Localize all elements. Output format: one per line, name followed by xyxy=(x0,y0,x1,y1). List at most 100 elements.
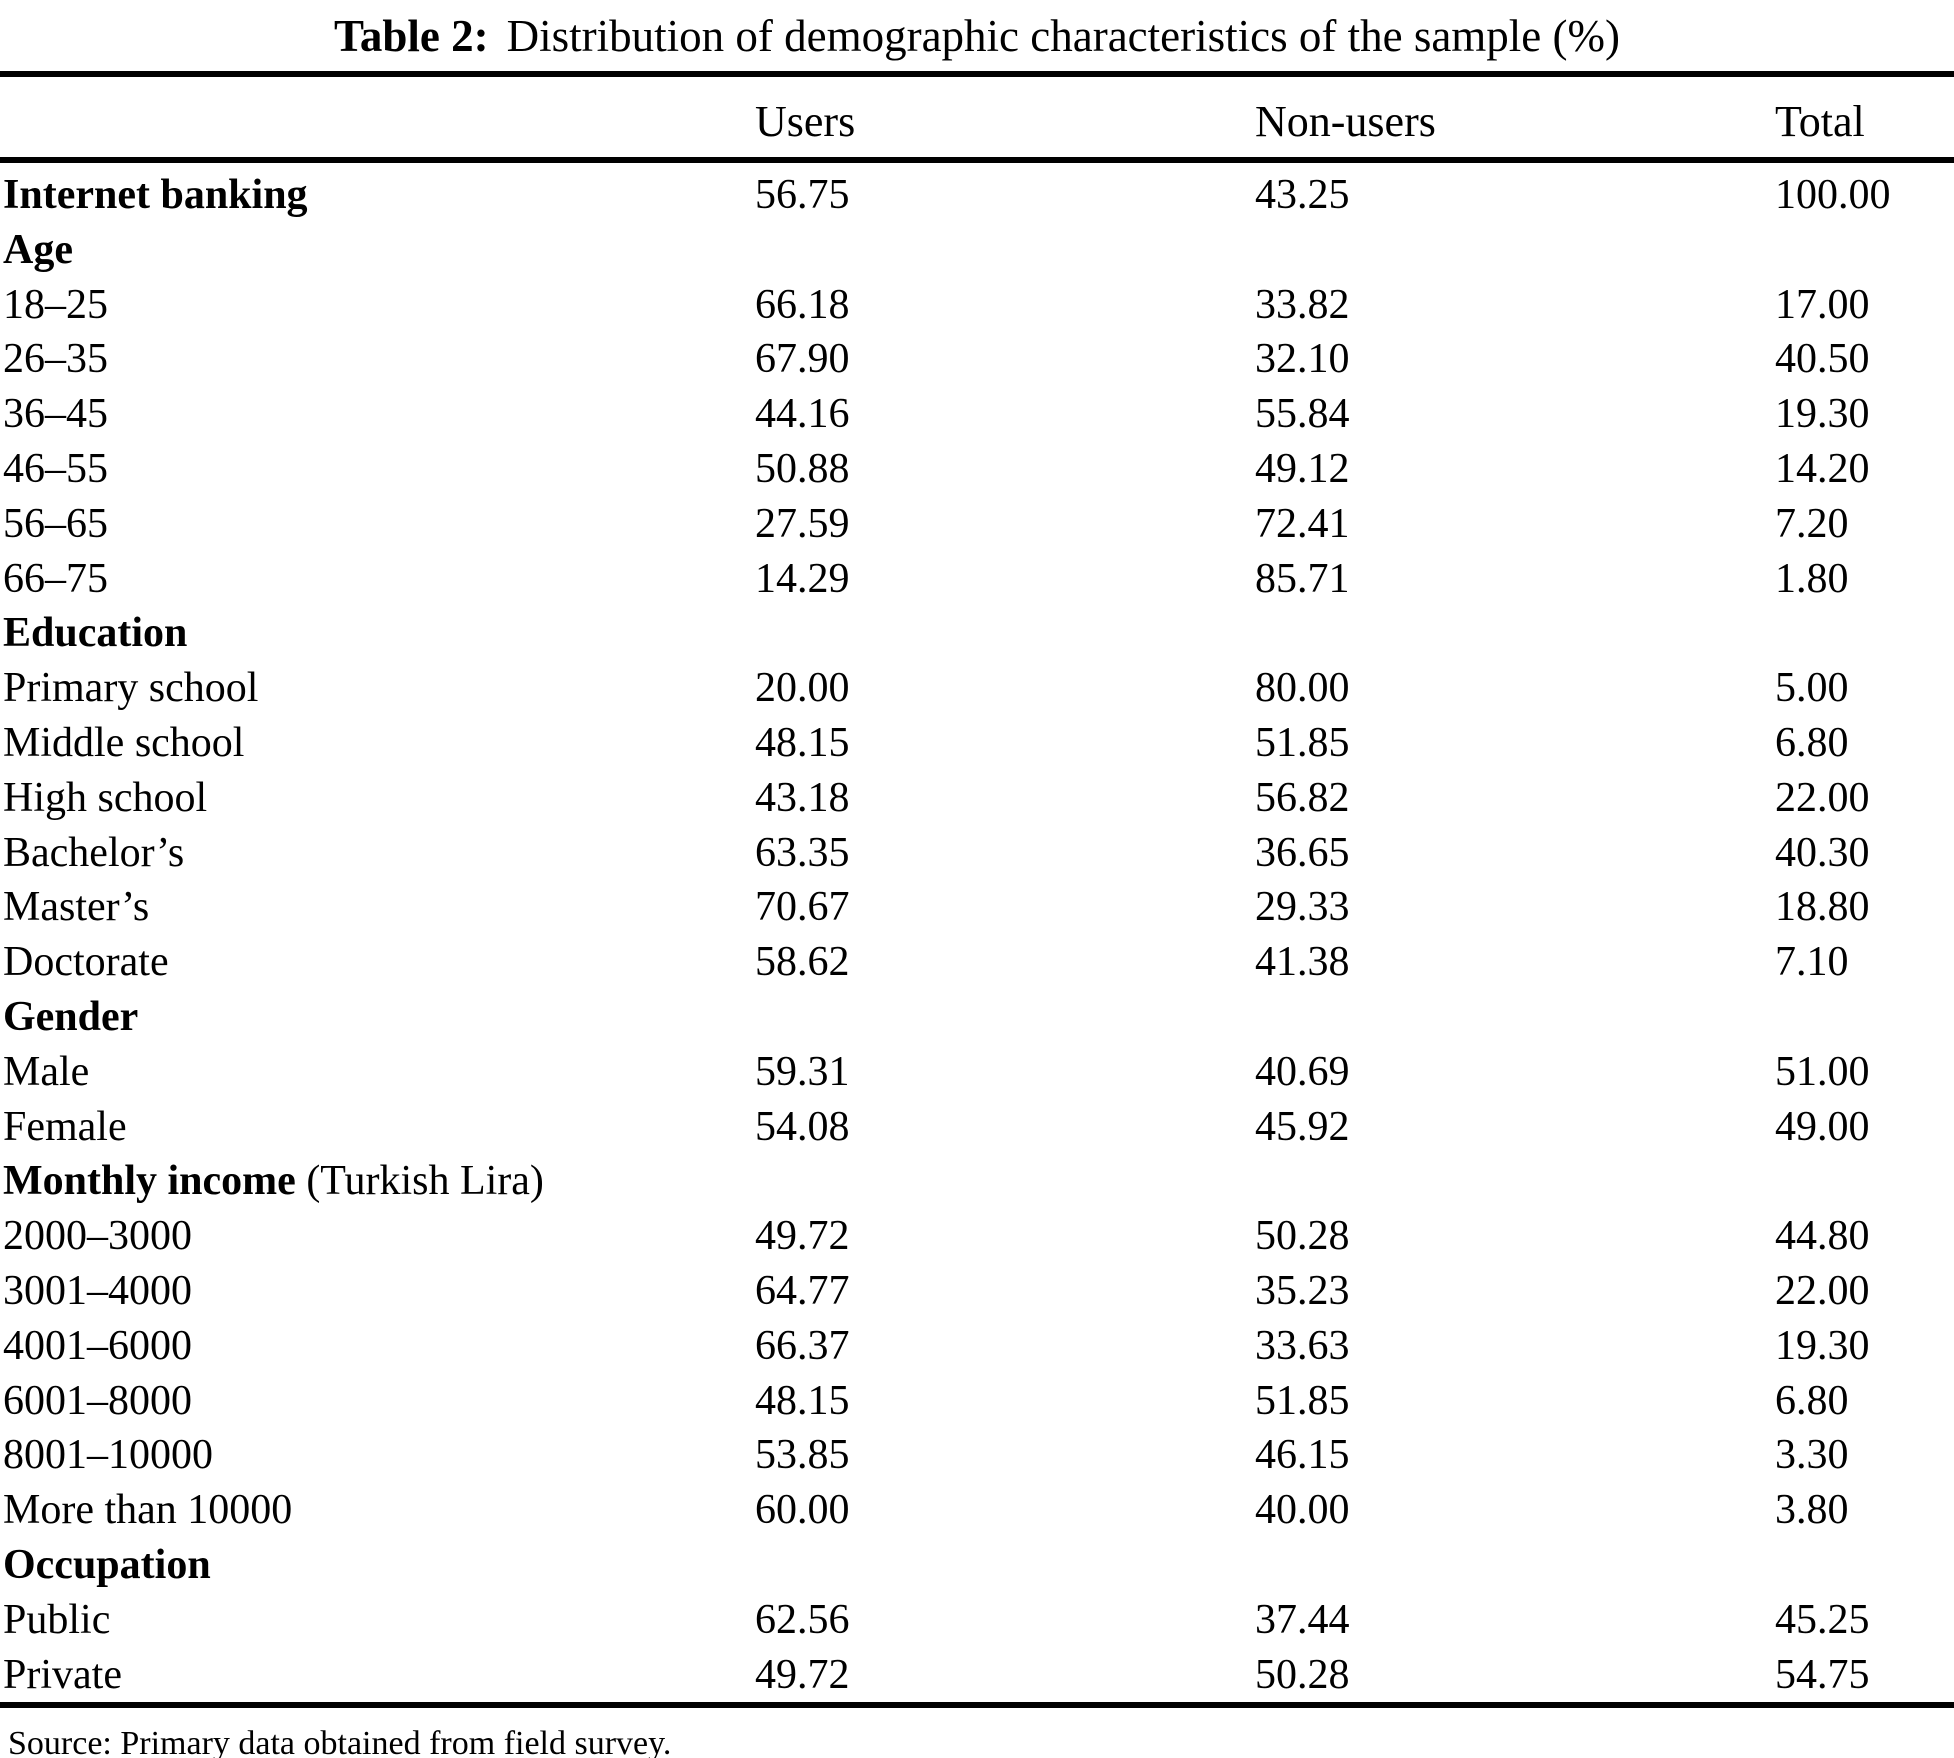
cell-nonusers: 43.25 xyxy=(1255,172,1350,218)
row-label-main: 2000–3000 xyxy=(3,1213,192,1260)
cell-users: 54.08 xyxy=(755,1103,850,1150)
cell-total: 51.00 xyxy=(1775,1048,1870,1095)
row-label: 18–25 xyxy=(0,278,755,333)
table-row: 26–35 67.90 32.10 40.50 xyxy=(0,332,1954,387)
cell-users: 67.90 xyxy=(755,336,850,383)
header-rule xyxy=(0,157,1954,163)
cell-nonusers: 56.82 xyxy=(1255,774,1350,821)
cell-nonusers xyxy=(1255,223,1775,278)
table-row: 36–45 44.16 55.84 19.30 xyxy=(0,387,1954,442)
cell-users xyxy=(755,1154,1255,1209)
table-row: Master’s 70.67 29.33 18.80 xyxy=(0,880,1954,935)
cell-total: 22.00 xyxy=(1775,774,1870,821)
cell-total: 6.80 xyxy=(1775,1377,1849,1424)
table-header-row: Users Non-users Total xyxy=(0,77,1954,157)
cell-users: 66.18 xyxy=(755,281,850,328)
row-label: Internet banking xyxy=(0,168,755,223)
row-label: Female xyxy=(0,1100,755,1155)
row-label: Occupation xyxy=(0,1538,755,1593)
cell-total: 6.80 xyxy=(1775,719,1849,766)
table-row: 4001–6000 66.37 33.63 19.30 xyxy=(0,1319,1954,1374)
row-label-main: 26–35 xyxy=(3,336,108,383)
row-label-main: Monthly income xyxy=(3,1158,296,1205)
row-label-main: Public xyxy=(3,1596,111,1643)
row-label-main: Primary school xyxy=(3,665,259,712)
cell-users: 20.00 xyxy=(755,665,850,712)
cell-nonusers: 29.33 xyxy=(1255,884,1350,931)
bottom-rule xyxy=(0,1702,1954,1709)
cell-total: 1.80 xyxy=(1775,555,1849,602)
table-row: Male 59.31 40.69 51.00 xyxy=(0,1045,1954,1100)
table-row: Primary school 20.00 80.00 5.00 xyxy=(0,661,1954,716)
cell-nonusers: 51.85 xyxy=(1255,1377,1350,1424)
row-label-main: Private xyxy=(3,1651,122,1698)
cell-total: 3.80 xyxy=(1775,1487,1849,1534)
cell-nonusers: 50.28 xyxy=(1255,1651,1350,1698)
row-label: Monthly income (Turkish Lira) xyxy=(0,1154,755,1209)
cell-users: 50.88 xyxy=(755,445,850,492)
cell-nonusers: 49.12 xyxy=(1255,445,1350,492)
cell-users: 49.72 xyxy=(755,1213,850,1260)
cell-users: 56.75 xyxy=(755,172,850,218)
row-label: Public xyxy=(0,1593,755,1648)
cell-nonusers: 72.41 xyxy=(1255,500,1350,547)
cell-total: 44.80 xyxy=(1775,1213,1870,1260)
cell-users: 70.67 xyxy=(755,884,850,931)
table-row: Female 54.08 45.92 49.00 xyxy=(0,1100,1954,1155)
row-label: 6001–8000 xyxy=(0,1374,755,1429)
row-label-main: 3001–4000 xyxy=(3,1267,192,1314)
cell-nonusers: 40.69 xyxy=(1255,1048,1350,1095)
cell-users: 60.00 xyxy=(755,1487,850,1534)
row-label-main: High school xyxy=(3,774,208,821)
cell-users: 27.59 xyxy=(755,500,850,547)
row-label-main: 36–45 xyxy=(3,391,108,438)
row-label: 66–75 xyxy=(0,552,755,607)
row-label: 36–45 xyxy=(0,387,755,442)
cell-nonusers: 36.65 xyxy=(1255,829,1350,876)
table-body: Internet banking 56.75 43.25 100.00 Age … xyxy=(0,163,1954,1702)
table-row: 66–75 14.29 85.71 1.80 xyxy=(0,552,1954,607)
cell-nonusers xyxy=(1255,1538,1775,1593)
cell-total: 49.00 xyxy=(1775,1103,1870,1150)
cell-nonusers: 33.82 xyxy=(1255,281,1350,328)
row-label: 26–35 xyxy=(0,332,755,387)
row-label: Private xyxy=(0,1648,755,1703)
row-label: Education xyxy=(0,606,755,661)
row-label-main: Internet banking xyxy=(3,172,308,218)
cell-nonusers: 46.15 xyxy=(1255,1432,1350,1479)
row-label: Doctorate xyxy=(0,935,755,990)
cell-total: 54.75 xyxy=(1775,1651,1870,1698)
cell-nonusers: 41.38 xyxy=(1255,939,1350,986)
row-label: Bachelor’s xyxy=(0,826,755,881)
table-row: Monthly income (Turkish Lira) xyxy=(0,1154,1954,1209)
cell-users xyxy=(755,606,1255,661)
cell-users xyxy=(755,1538,1255,1593)
row-label-main: Occupation xyxy=(3,1541,211,1588)
table-row: Occupation xyxy=(0,1538,1954,1593)
cell-total: 7.10 xyxy=(1775,939,1849,986)
cell-nonusers: 32.10 xyxy=(1255,336,1350,383)
table-row: 8001–10000 53.85 46.15 3.30 xyxy=(0,1428,1954,1483)
cell-nonusers: 55.84 xyxy=(1255,391,1350,438)
cell-nonusers xyxy=(1255,1154,1775,1209)
cell-total: 3.30 xyxy=(1775,1432,1849,1479)
row-label-main: 18–25 xyxy=(3,281,108,328)
cell-total xyxy=(1775,223,1954,278)
cell-total: 14.20 xyxy=(1775,445,1870,492)
row-label-main: Age xyxy=(3,226,73,273)
table-row: 46–55 50.88 49.12 14.20 xyxy=(0,442,1954,497)
table-row: 2000–3000 49.72 50.28 44.80 xyxy=(0,1209,1954,1264)
row-label: 46–55 xyxy=(0,442,755,497)
cell-total: 45.25 xyxy=(1775,1596,1870,1643)
row-label-main: 56–65 xyxy=(3,500,108,547)
row-label: 2000–3000 xyxy=(0,1209,755,1264)
cell-users: 58.62 xyxy=(755,939,850,986)
cell-total: 40.30 xyxy=(1775,829,1870,876)
row-label-suffix: (Turkish Lira) xyxy=(295,1158,544,1205)
table-caption: Table 2: Distribution of demographic char… xyxy=(0,0,1954,71)
table-row: Middle school 48.15 51.85 6.80 xyxy=(0,716,1954,771)
cell-users: 59.31 xyxy=(755,1048,850,1095)
row-label-main: Male xyxy=(3,1048,90,1095)
cell-nonusers: 80.00 xyxy=(1255,665,1350,712)
